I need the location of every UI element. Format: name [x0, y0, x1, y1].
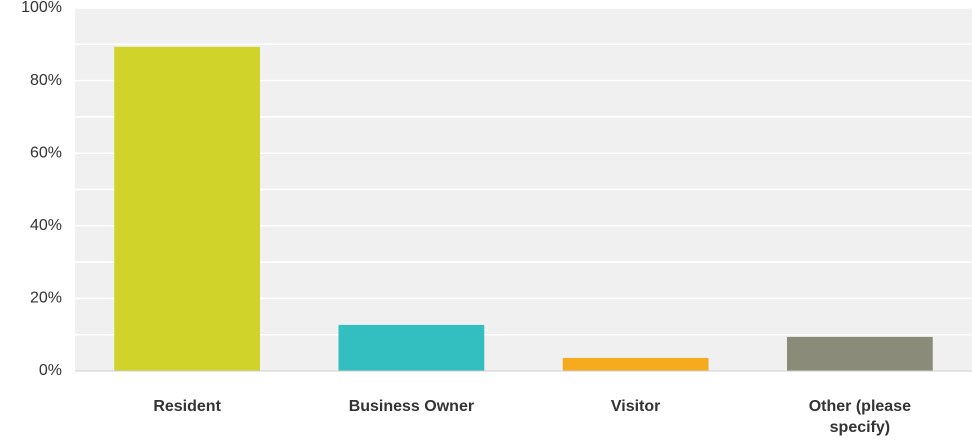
x-tick-label: Visitor: [610, 398, 661, 415]
x-tick-label: Resident: [153, 398, 221, 415]
y-tick-label: 80%: [30, 72, 62, 89]
y-tick-label: 0%: [39, 362, 62, 379]
bar: [562, 357, 709, 371]
bar: [114, 46, 261, 371]
y-tick-label: 40%: [30, 217, 62, 234]
bar: [338, 324, 485, 371]
y-tick-label: 60%: [30, 144, 62, 161]
bar: [786, 336, 933, 371]
y-tick-label: 100%: [21, 0, 62, 16]
x-tick-label: Business Owner: [348, 398, 475, 415]
y-tick-label: 20%: [30, 290, 62, 307]
x-tick-label: Other (please specify): [808, 398, 911, 436]
